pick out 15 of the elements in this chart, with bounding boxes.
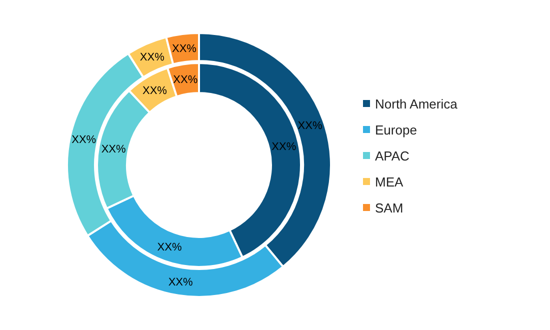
- data-label: XX%: [298, 120, 322, 132]
- data-label: XX%: [101, 144, 126, 156]
- data-label: XX%: [173, 74, 198, 86]
- legend-label: SAM: [375, 200, 404, 216]
- legend-label: APAC: [375, 148, 410, 164]
- data-label: XX%: [272, 140, 296, 153]
- data-label: XX%: [157, 242, 182, 254]
- legend-label: MEA: [375, 174, 404, 190]
- legend-label: Europe: [375, 122, 417, 138]
- data-label: XX%: [142, 84, 168, 97]
- data-label: XX%: [140, 52, 165, 64]
- legend-label: North America: [375, 96, 458, 112]
- data-label: XX%: [172, 42, 197, 55]
- data-label: XX%: [72, 134, 96, 146]
- data-label: XX%: [168, 276, 193, 288]
